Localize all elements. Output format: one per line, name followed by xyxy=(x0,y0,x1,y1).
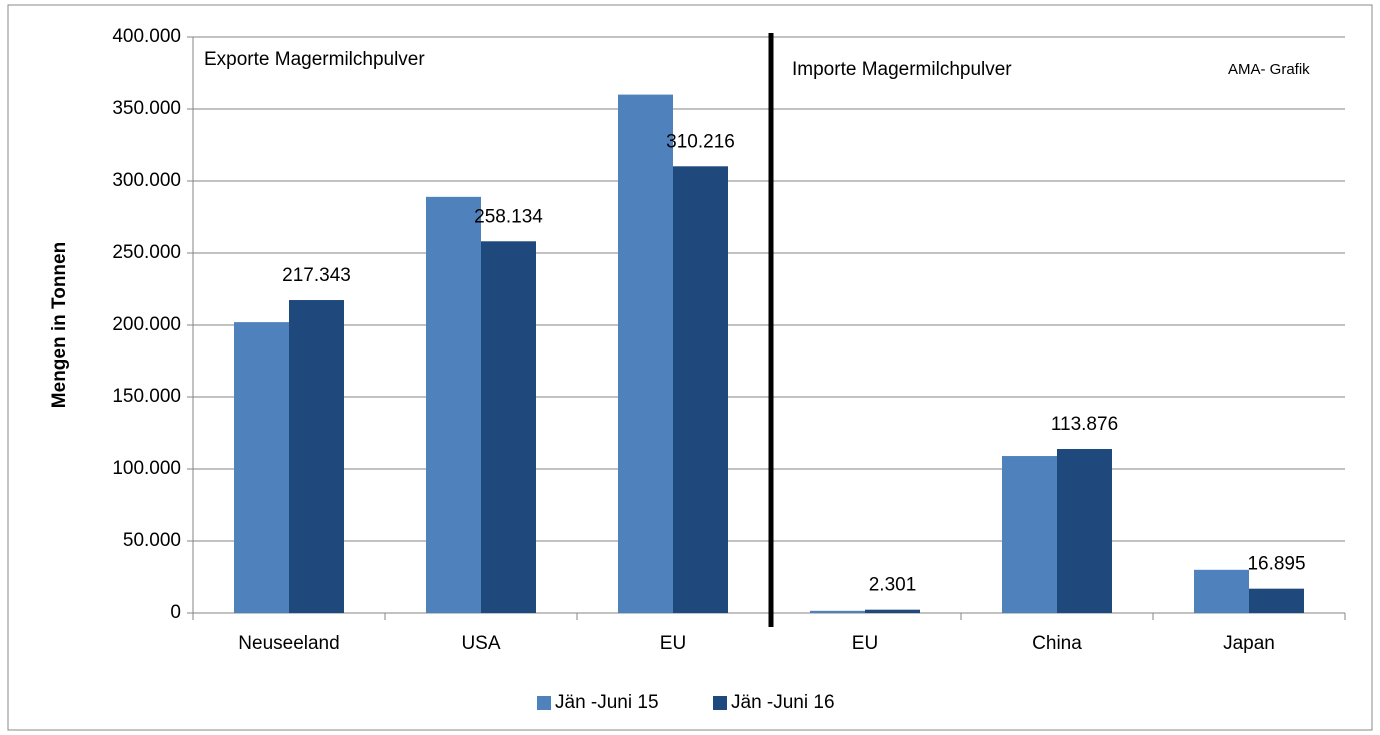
legend-label: Jän -Juni 15 xyxy=(555,692,659,713)
bar xyxy=(673,166,728,614)
y-tick-label: 100.000 xyxy=(112,458,181,479)
bar xyxy=(1249,588,1304,613)
bar xyxy=(1002,456,1057,613)
bar xyxy=(865,609,920,613)
y-tick-label: 50.000 xyxy=(123,530,181,551)
data-label: 2.301 xyxy=(869,575,917,596)
bar xyxy=(1057,449,1112,613)
bar xyxy=(289,300,344,613)
annotation: Exporte Magermilchpulver xyxy=(204,49,425,70)
legend-swatch xyxy=(713,696,727,710)
y-axis-label: Mengen in Tonnen xyxy=(49,242,70,408)
data-label: 310.216 xyxy=(666,131,735,152)
data-label: 217.343 xyxy=(282,265,351,286)
x-tick-label: USA xyxy=(461,633,500,654)
legend-swatch xyxy=(537,696,551,710)
data-label: 113.876 xyxy=(1051,414,1118,435)
x-tick-label: China xyxy=(1032,633,1082,654)
y-tick-label: 150.000 xyxy=(112,386,181,407)
bar xyxy=(426,196,481,613)
bar xyxy=(618,94,673,614)
legend-label: Jän -Juni 16 xyxy=(731,692,835,713)
data-label: 16.895 xyxy=(1247,554,1305,575)
y-tick-label: 250.000 xyxy=(112,242,181,263)
y-tick-label: 350.000 xyxy=(112,98,181,119)
annotation: Importe Magermilchpulver xyxy=(792,59,1012,80)
x-tick-label: Japan xyxy=(1223,633,1275,654)
y-tick-label: 200.000 xyxy=(112,314,181,335)
x-tick-label: Neuseeland xyxy=(238,633,339,654)
y-tick-label: 400.000 xyxy=(112,26,181,47)
bar xyxy=(481,241,536,613)
y-tick-label: 300.000 xyxy=(112,170,181,191)
x-tick-label: EU xyxy=(852,633,878,654)
data-label: 258.134 xyxy=(474,206,543,227)
x-tick-label: EU xyxy=(660,633,686,654)
bar xyxy=(810,610,865,613)
y-tick-label: 0 xyxy=(170,602,181,623)
annotation: AMA- Grafik xyxy=(1228,61,1310,78)
bar xyxy=(234,322,289,613)
bar xyxy=(1194,569,1249,613)
